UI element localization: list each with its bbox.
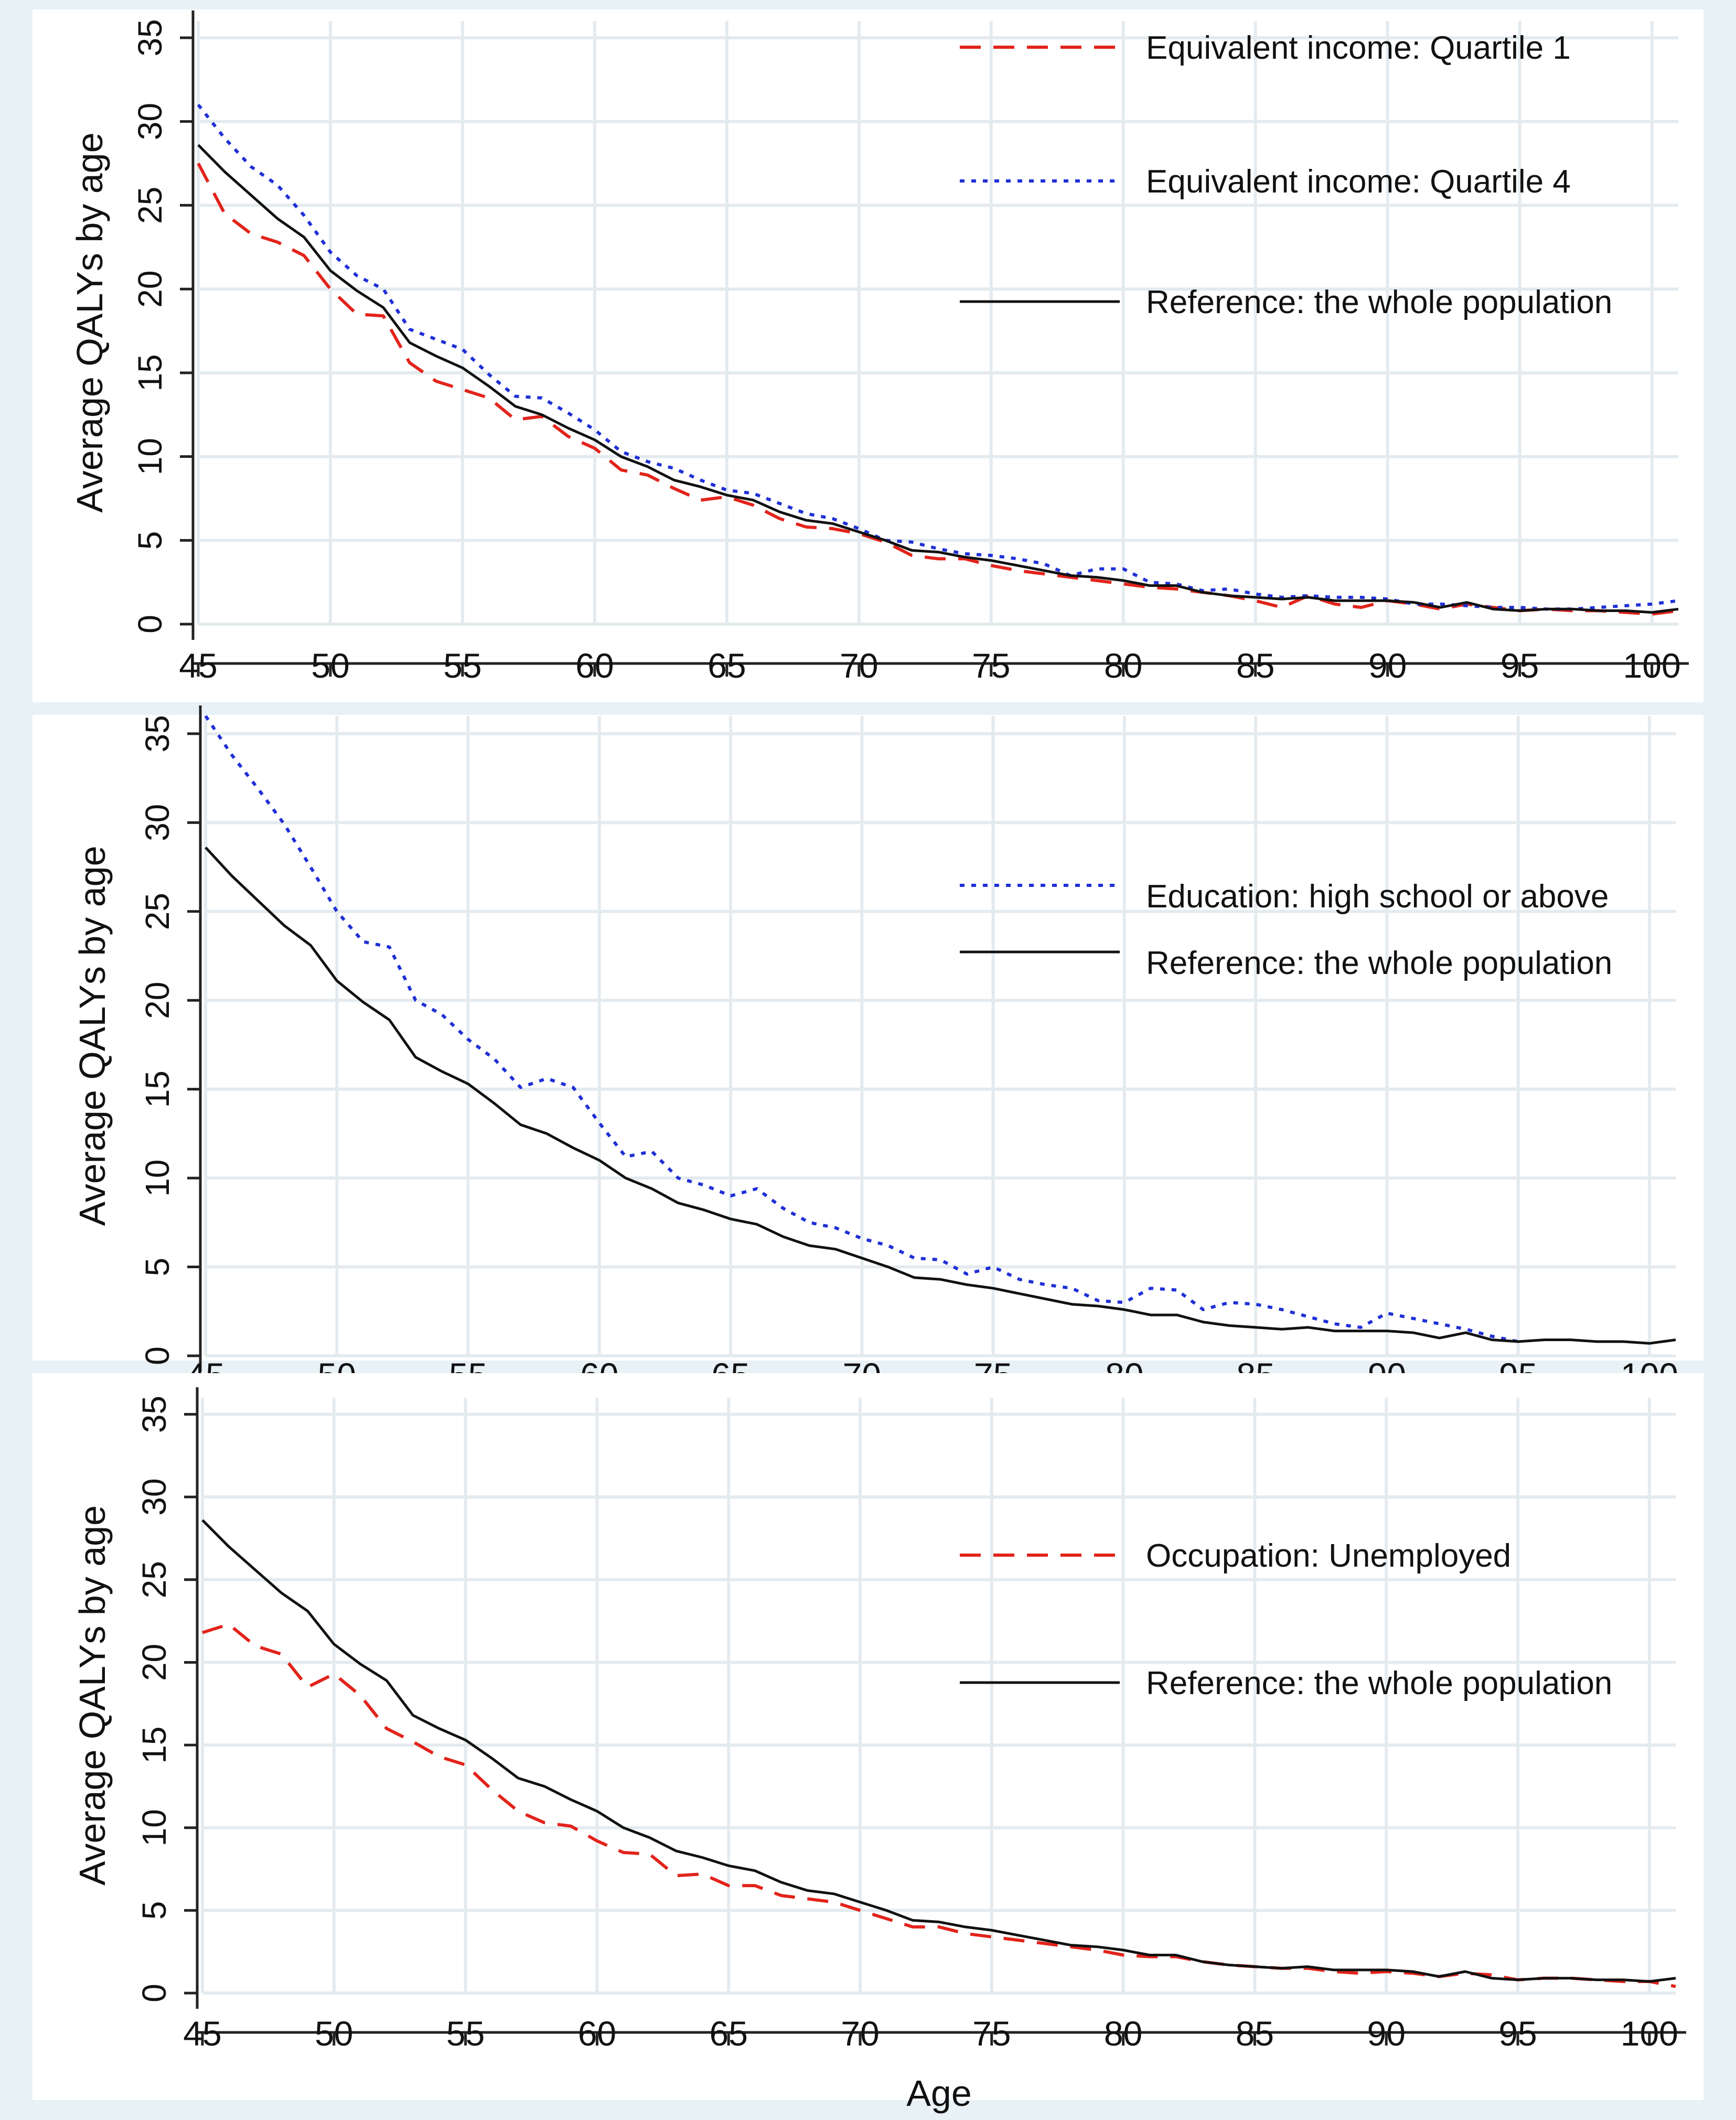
x-tick-label: 90 [1367, 2014, 1406, 2053]
series-line-1 [202, 1622, 1676, 1988]
y-tick-label: 5 [135, 1901, 173, 1920]
y-tick-label: 10 [131, 438, 169, 475]
series-line-2 [197, 103, 1679, 611]
y-tick-label: 5 [131, 531, 169, 550]
y-axis-label: Average QALYs by age [69, 132, 110, 512]
x-tick-label: 75 [972, 2014, 1011, 2053]
legend-label: Reference: the whole population [1146, 1665, 1612, 1701]
x-tick-label: 95 [1498, 2014, 1537, 2053]
panel-background [33, 1373, 1703, 2100]
legend-label: Reference: the whole population [1146, 945, 1612, 981]
y-tick-label: 35 [131, 19, 169, 56]
x-tick-label: 50 [311, 646, 349, 685]
series-line-3 [197, 144, 1679, 614]
series-line-2 [201, 1519, 1676, 1983]
gridlines [201, 1398, 1676, 1995]
x-tick-label: 45 [183, 2014, 221, 2053]
y-tick-label: 10 [138, 1160, 176, 1197]
series-line-1 [197, 163, 1679, 616]
x-tick-label: 85 [1236, 2014, 1274, 2053]
panel-2: 051015202530354550556065707580859095100A… [33, 705, 1703, 1408]
y-axis-label: Average QALYs by age [72, 1505, 113, 1886]
x-tick-label: 70 [840, 646, 878, 685]
y-tick-label: 5 [138, 1258, 176, 1277]
x-tick-label: 60 [575, 646, 614, 685]
panel-3: 0 5 10 15 20 25 30 35 45 50 55 60 65 70 75 80 85 90 95 100 A… [33, 1373, 1703, 2114]
x-tick-label: 50 [315, 2014, 353, 2053]
series-line-1 [204, 715, 1519, 1343]
y-axis-label: Average QALYs by age [72, 845, 113, 1226]
legend-label: Equivalent income: Quartile 1 [1146, 30, 1571, 66]
legend-label: Occupation: Unemployed [1146, 1538, 1511, 1574]
panel-1: 0 5 10 15 20 25 30 35 45 50 55 60 65 70 75 80 85 90 95 100 A… [33, 9, 1703, 702]
x-tick-label: 90 [1368, 646, 1407, 685]
x-tick-label: 95 [1501, 646, 1539, 685]
gridlines [197, 21, 1678, 626]
y-tick-label: 25 [131, 187, 169, 224]
y-tick-label: 30 [135, 1479, 173, 1516]
y-tick-label: 15 [135, 1726, 173, 1763]
panel-background [33, 715, 1703, 1361]
y-tick-label: 35 [138, 715, 176, 752]
x-tick-label: 70 [841, 2014, 879, 2053]
x-tick-label: 75 [972, 646, 1010, 685]
y-tick-label: 25 [135, 1561, 173, 1598]
legend-label: Education: high school or above [1146, 879, 1609, 915]
y-tick-label: 25 [138, 893, 176, 930]
series-line-2 [205, 847, 1676, 1345]
panel-background [33, 9, 1703, 702]
x-axis-label: Age [906, 2073, 972, 2114]
x-tick-label: 65 [710, 2014, 748, 2053]
x-tick-label: 45 [179, 646, 217, 685]
x-tick-label: 80 [1104, 646, 1142, 685]
y-tick-label: 20 [135, 1644, 173, 1681]
legend-label: Equivalent income: Quartile 4 [1146, 164, 1571, 200]
y-tick-label: 15 [131, 354, 169, 391]
y-tick-label: 0 [138, 1346, 176, 1365]
x-tick-label: 60 [578, 2014, 616, 2053]
x-tick-label: 100 [1621, 2014, 1678, 2053]
y-tick-label: 20 [131, 271, 169, 308]
legend-label: Reference: the whole population [1146, 284, 1612, 320]
y-tick-label: 10 [135, 1809, 173, 1846]
x-tick-label: 55 [443, 646, 481, 685]
x-tick-label: 65 [708, 646, 746, 685]
gridlines [204, 716, 1676, 1357]
y-tick-label: 30 [131, 103, 169, 140]
y-tick-label: 0 [135, 1984, 173, 2003]
y-tick-label: 15 [138, 1070, 176, 1108]
x-tick-label: 55 [446, 2014, 485, 2053]
y-tick-label: 20 [138, 982, 176, 1019]
y-tick-label: 35 [135, 1396, 173, 1433]
x-tick-label: 80 [1104, 2014, 1142, 2053]
y-tick-label: 30 [138, 804, 176, 841]
x-tick-label: 85 [1236, 646, 1274, 685]
x-tick-label: 100 [1623, 646, 1681, 685]
y-tick-label: 0 [131, 615, 169, 634]
